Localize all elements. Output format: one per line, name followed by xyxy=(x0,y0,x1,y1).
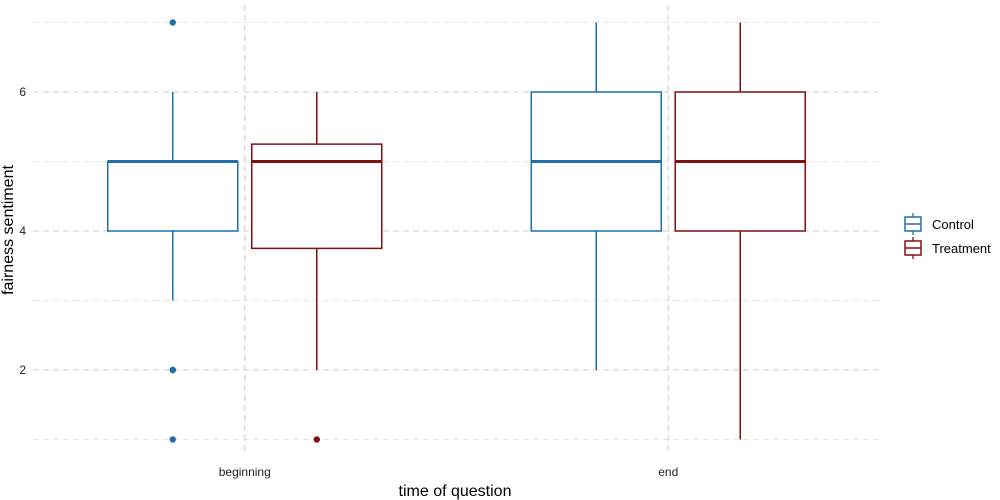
legend-item-treatment: Treatment xyxy=(904,237,991,259)
x-tick-label: end xyxy=(658,465,678,479)
x-axis-title: time of question xyxy=(399,483,512,500)
box-treatment-beginning xyxy=(251,92,383,443)
axes: time of question fairness sentiment 2 4 6 b… xyxy=(0,85,678,500)
outlier-point xyxy=(169,19,176,26)
legend: Control Treatment xyxy=(904,213,991,259)
y-tick-label: 4 xyxy=(19,224,26,238)
outlier-point xyxy=(169,436,176,443)
box-body xyxy=(107,160,239,232)
box-body xyxy=(251,143,383,250)
box-treatment-end xyxy=(674,22,806,440)
legend-label: Treatment xyxy=(932,241,991,256)
outlier-point xyxy=(169,366,176,374)
outlier-point xyxy=(313,436,320,443)
plot-area xyxy=(107,19,806,443)
y-axis-title: fairness sentiment xyxy=(0,165,17,295)
box-control-end xyxy=(530,22,662,370)
box-control-beginning xyxy=(107,19,239,443)
y-tick-label: 2 xyxy=(19,363,26,377)
x-tick-label: beginning xyxy=(219,465,271,479)
y-tick-label: 6 xyxy=(19,85,26,99)
legend-item-control: Control xyxy=(904,213,974,235)
legend-label: Control xyxy=(932,217,974,232)
